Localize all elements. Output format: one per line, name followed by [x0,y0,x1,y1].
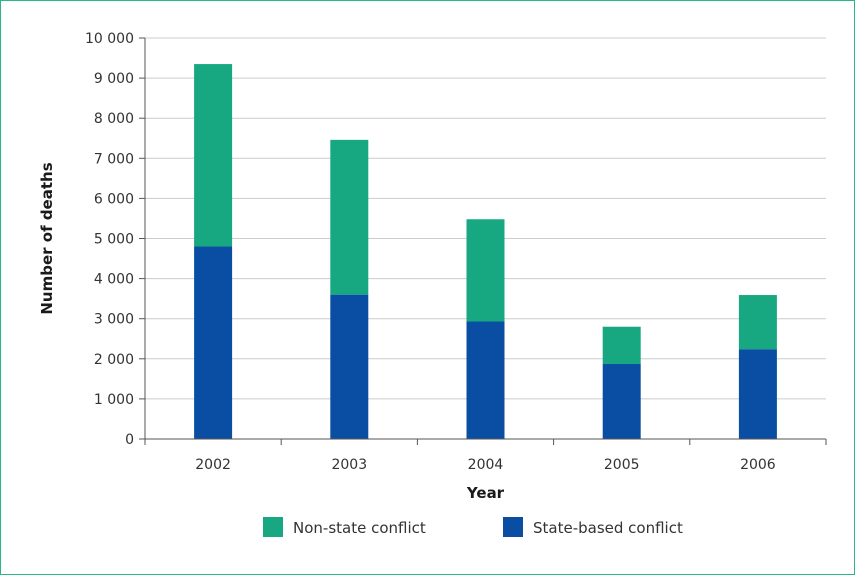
x-tick-labels: 2002 2003 2004 2005 2006 [195,457,776,473]
legend-label-state-based: State-based conflict [533,519,683,537]
x-tick-label: 2003 [331,457,367,473]
y-tick-label: 4 000 [94,272,134,288]
legend: Non-state conflict State-based conflict [263,517,683,537]
bar-state-based-conflict-2004 [466,321,505,439]
y-tick-label: 9 000 [94,71,134,87]
axes [144,38,827,445]
y-tick-label: 5 000 [94,232,134,248]
y-tick-label: 6 000 [94,191,134,207]
bar-non-state-conflict-2003 [330,139,369,295]
bar-state-based-conflict-2006 [738,349,777,439]
bars [194,64,777,439]
y-tick-label: 10 000 [85,31,134,47]
bar-state-based-conflict-2005 [602,364,641,439]
x-tick-label: 2005 [604,457,640,473]
x-tick-label: 2006 [740,457,776,473]
y-tick-label: 3 000 [94,312,134,328]
y-axis-title: Number of deaths [38,162,56,314]
x-axis-title: Year [466,484,505,502]
y-tick-label: 2 000 [94,352,134,368]
y-tick-labels: 0 1 000 2 000 3 000 4 000 5 000 6 000 7 000 8 00… [85,31,134,448]
bar-state-based-conflict-2002 [194,246,233,439]
legend-swatch-state-based [503,517,523,537]
x-tick-label: 2002 [195,457,231,473]
y-tick-label: 1 000 [94,392,134,408]
bar-non-state-conflict-2004 [466,219,505,322]
y-tick-label: 8 000 [94,111,134,127]
legend-label-non-state: Non-state conflict [293,519,426,537]
y-tick-label: 0 [125,432,134,448]
bar-non-state-conflict-2006 [738,295,777,350]
bar-state-based-conflict-2003 [330,294,369,439]
gridlines [139,37,826,440]
bar-non-state-conflict-2005 [602,326,641,365]
legend-swatch-non-state [263,517,283,537]
y-tick-label: 7 000 [94,151,134,167]
bar-non-state-conflict-2002 [194,64,233,247]
x-tick-label: 2004 [468,457,504,473]
